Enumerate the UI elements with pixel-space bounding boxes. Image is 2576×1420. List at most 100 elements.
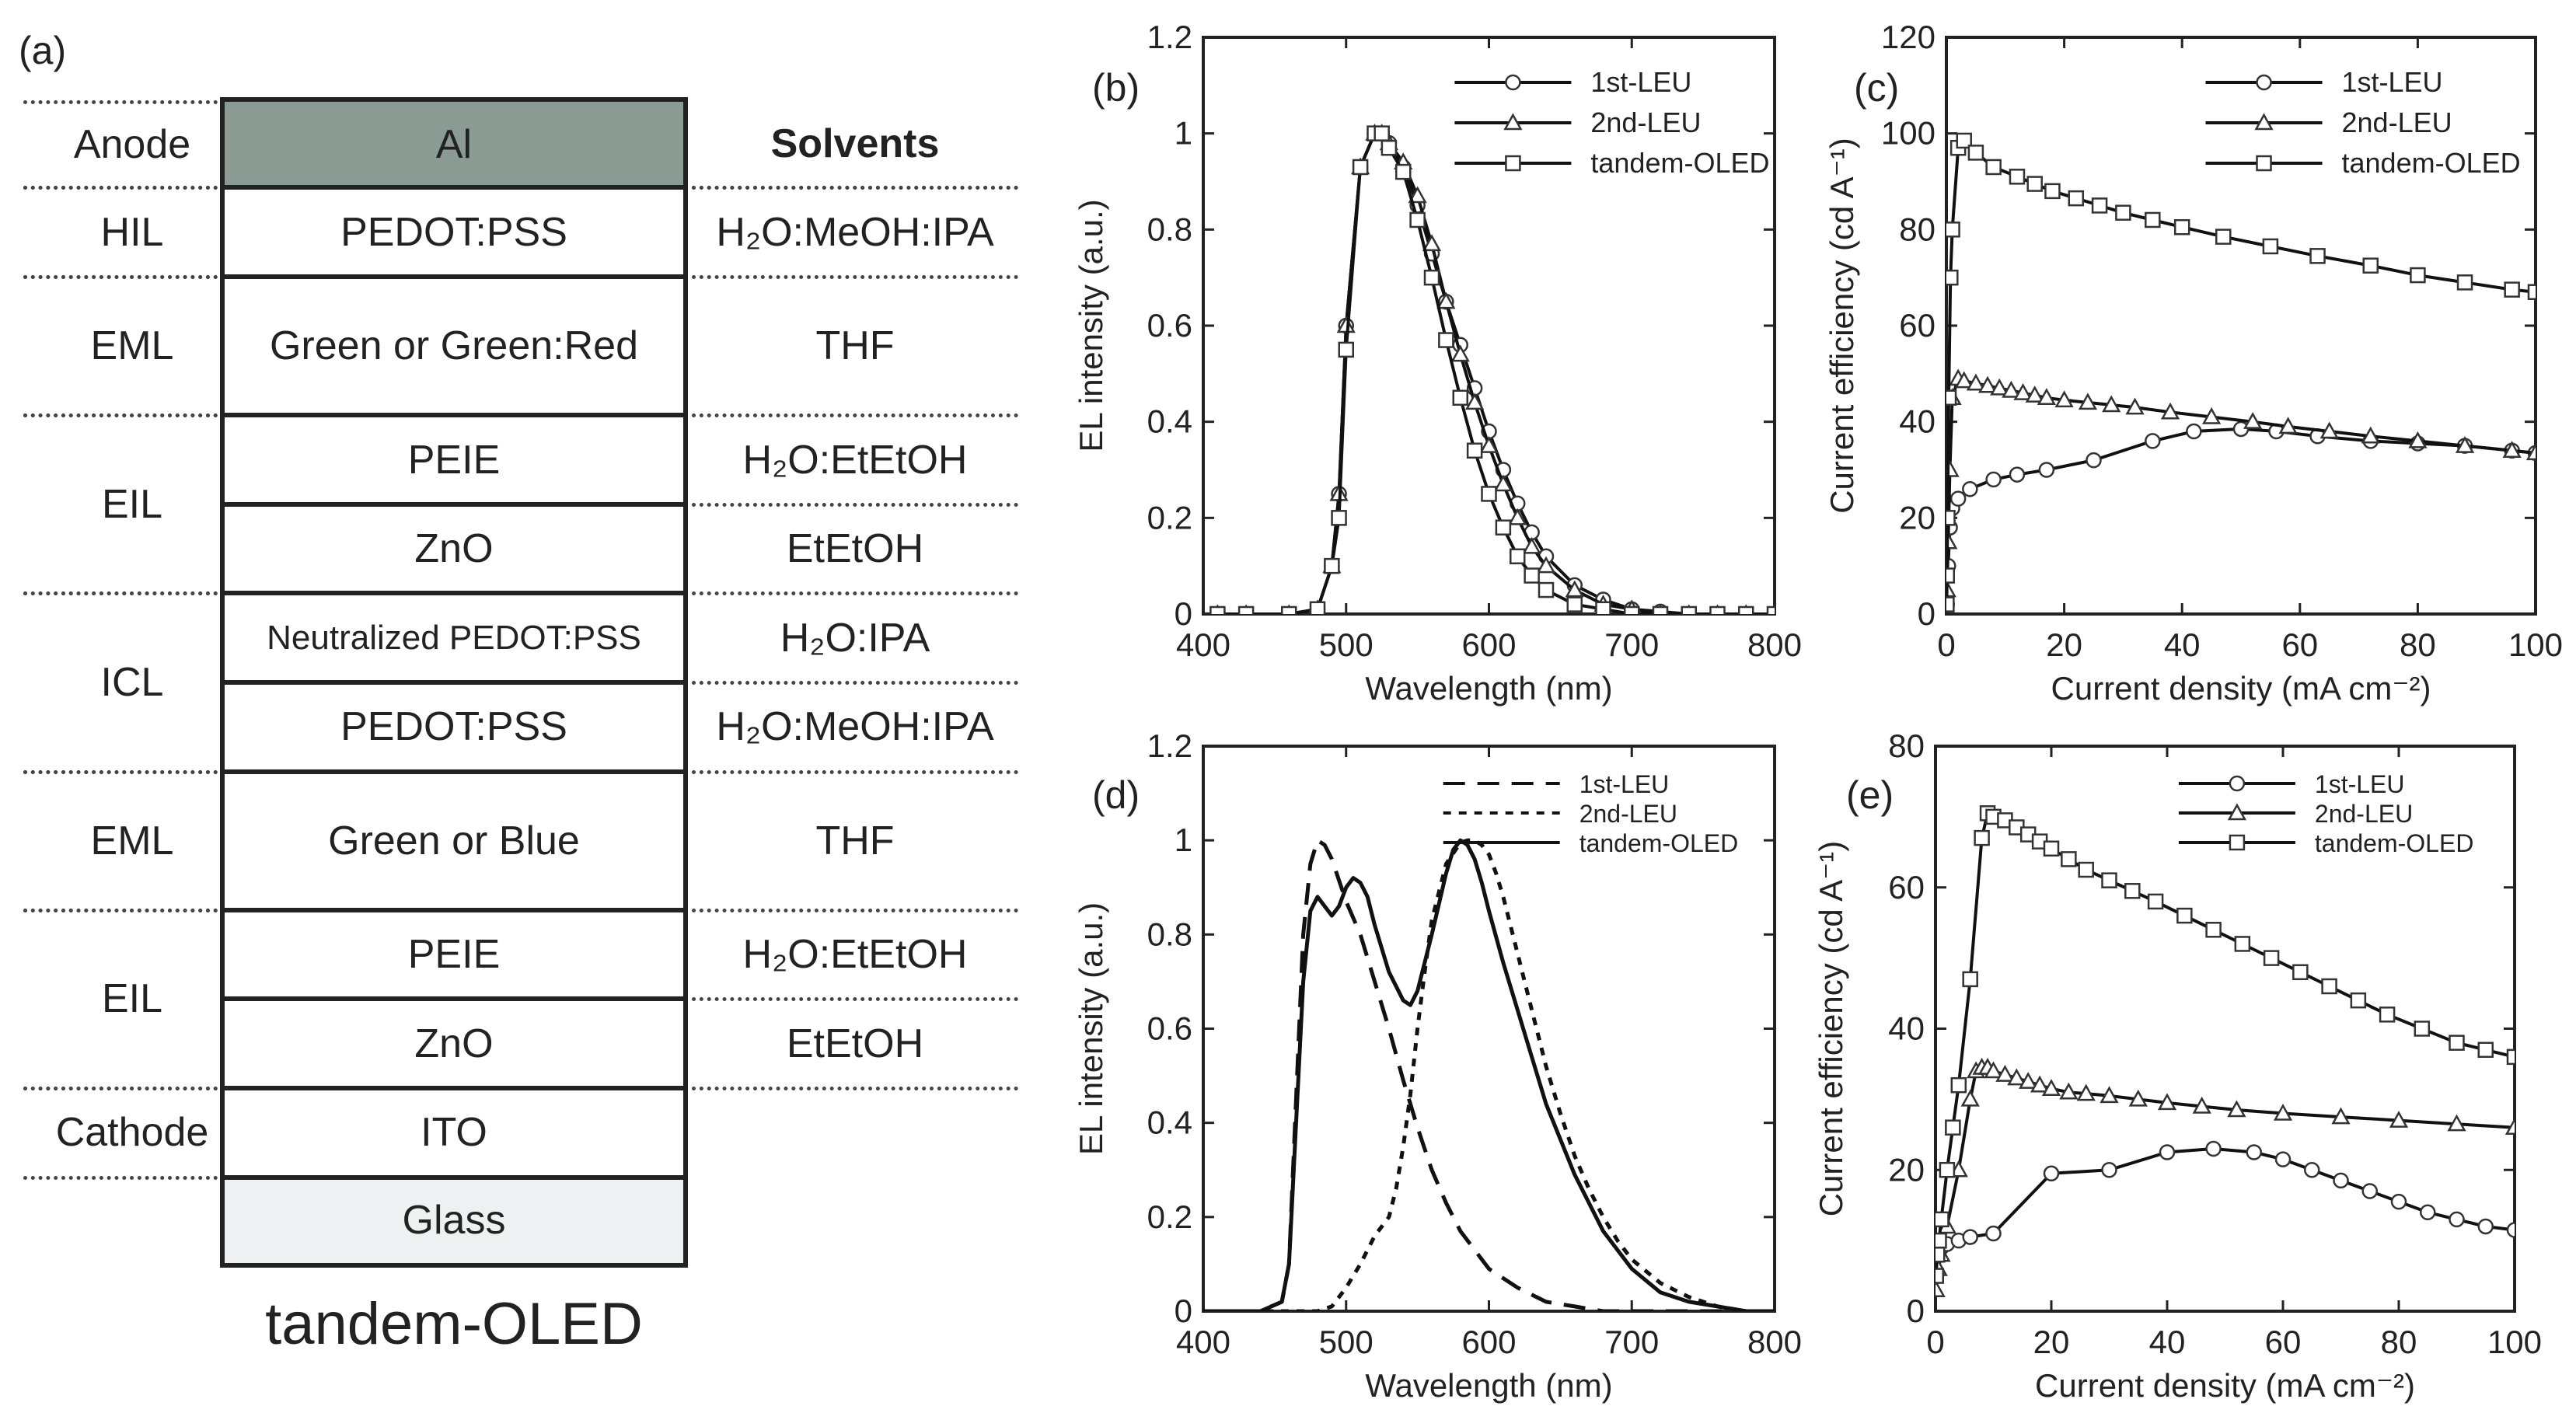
legend-label: 2nd-LEU <box>1590 106 1701 138</box>
data-point-circle <box>2390 1193 2407 1210</box>
data-point-square <box>1974 829 1990 846</box>
data-point-square <box>2456 274 2473 291</box>
data-point-triangle <box>1479 436 1499 453</box>
x-tick-label: 60 <box>2281 626 2318 663</box>
data-point-triangle <box>1977 375 1998 393</box>
y-tick-label: 1.2 <box>1147 19 1192 55</box>
data-point-triangle <box>1935 1280 1946 1297</box>
x-tick-label: 700 <box>1604 1324 1659 1360</box>
data-point-square <box>1652 605 1669 614</box>
y-tick-label: 0.8 <box>1147 211 1192 247</box>
data-point-square <box>2309 248 2326 264</box>
x-tick-label: 100 <box>2487 1324 2542 1360</box>
panel-label-e: (e) <box>1846 773 1894 817</box>
data-point-triangle <box>1536 556 1556 574</box>
data-point-circle <box>1949 490 1967 507</box>
y-tick-label: 40 <box>1888 1010 1925 1047</box>
data-point-triangle <box>2100 1086 2119 1104</box>
data-point-triangle <box>1984 1061 2003 1079</box>
group-label: EML <box>90 818 174 864</box>
y-tick-label: 60 <box>1899 307 1935 344</box>
data-point-square <box>2044 183 2061 200</box>
group-label: EML <box>90 323 174 369</box>
series-line <box>1946 138 2536 605</box>
x-tick-label: 800 <box>1747 1324 1802 1360</box>
data-point-square <box>1935 1247 1946 1263</box>
layer-5: Neutralized PEDOT:PSS <box>225 593 683 682</box>
solvent-separator <box>692 997 1018 1002</box>
data-point-square <box>1738 605 1754 614</box>
solvent-separator <box>692 1087 1018 1091</box>
data-point-square <box>2009 169 2026 185</box>
y-tick-label: 0 <box>1918 595 1935 632</box>
series-tandem-OLED <box>1946 132 2536 612</box>
data-point-square <box>1281 605 1297 614</box>
y-tick-label: 0 <box>1907 1293 1925 1329</box>
y-tick-label: 1.2 <box>1147 727 1192 764</box>
data-point-square <box>2205 922 2222 938</box>
y-axis-label: Current efficiency (cd A⁻¹) <box>1824 138 1860 514</box>
data-point-square <box>1309 601 1326 614</box>
data-point-triangle <box>2160 402 2180 420</box>
data-point-circle <box>2361 1183 2378 1199</box>
layer-stack: Al PEDOT:PSS Green or Green:Red PEIE ZnO Neut… <box>220 97 688 1268</box>
y-tick-label: 80 <box>1899 211 1935 247</box>
solvent-separator <box>692 502 1018 507</box>
data-point-square <box>2091 197 2108 214</box>
group-label: EIL <box>101 976 163 1022</box>
solvents-header: Solvents <box>770 121 940 166</box>
series-line <box>1935 1066 2515 1290</box>
series-1st-LEU <box>1935 1140 2515 1284</box>
legend-marker <box>1503 113 1523 131</box>
x-tick-label: 100 <box>2508 626 2563 663</box>
solvent-label: H₂O:EtEtOH <box>742 437 968 483</box>
data-point-square <box>1967 145 1984 161</box>
data-point-triangle <box>2447 1114 2466 1132</box>
y-tick-label: 0.2 <box>1147 499 1192 536</box>
solvent-separator <box>692 413 1018 418</box>
data-point-square <box>2379 1007 2396 1023</box>
layer-6: PEDOT:PSS <box>225 682 683 772</box>
data-point-triangle <box>2361 426 2380 444</box>
data-point-square <box>2043 840 2060 857</box>
solvent-label: THF <box>815 323 895 369</box>
y-tick-label: 0 <box>1175 1293 1192 1329</box>
x-tick-label: 20 <box>2033 1324 2070 1360</box>
x-axis-label: Current density (mA cm⁻²) <box>2051 670 2431 707</box>
data-point-triangle <box>1565 580 1584 598</box>
group-separator <box>23 100 218 104</box>
data-point-square <box>1595 601 1611 614</box>
group-label: Cathode <box>55 1110 209 1156</box>
data-point-triangle <box>2227 1100 2246 1118</box>
y-axis-label: EL intensity (a.u.) <box>1073 902 1109 1155</box>
group-separator <box>23 769 218 774</box>
chart-b: (b) 400 500 600 700 800 0 0.2 0.4 0.6 0.8 1 1.2 Wavel… <box>1073 19 1802 707</box>
data-point-square <box>1331 510 1347 526</box>
legend-marker <box>2229 834 2246 851</box>
layer-4: ZnO <box>225 504 683 594</box>
group-separator <box>23 413 218 418</box>
y-tick-label: 0.4 <box>1147 1104 1192 1141</box>
data-point-triangle <box>1493 474 1513 492</box>
data-point-square <box>2410 267 2426 284</box>
data-point-square <box>1495 519 1512 536</box>
data-point-circle <box>1962 1229 1978 1245</box>
data-point-square <box>2350 992 2367 1009</box>
data-point-triangle <box>2128 1089 2148 1107</box>
data-point-circle <box>2246 1144 2262 1160</box>
data-point-circle <box>2186 423 2202 440</box>
data-point-triangle <box>1995 1064 2015 1082</box>
x-tick-label: 0 <box>1937 626 1955 663</box>
data-point-square <box>1409 211 1426 229</box>
stack-labels: H₂O:MeOH:IPA THF H₂O:EtEtOH EtEtOH H₂O:IPA H₂… <box>0 0 1034 1420</box>
data-point-square <box>2321 978 2337 995</box>
layer-divider <box>225 996 683 1002</box>
layer-2: Green or Green:Red <box>225 276 683 416</box>
data-point-circle <box>2477 1218 2494 1235</box>
panel-label-c: (c) <box>1854 66 1899 110</box>
y-tick-label: 0.6 <box>1147 1010 1192 1047</box>
data-point-square <box>2414 1021 2431 1037</box>
x-axis-label: Wavelength (nm) <box>1365 670 1612 707</box>
data-point-square <box>1946 269 1959 286</box>
